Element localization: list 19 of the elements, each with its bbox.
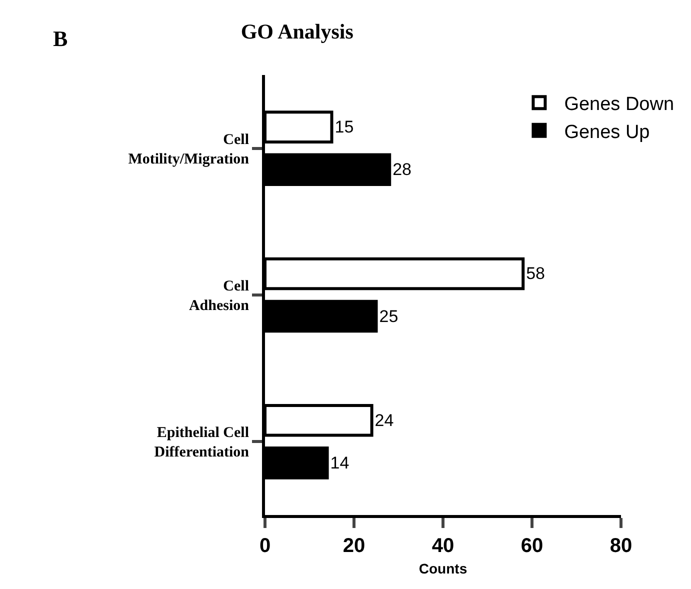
data-label: 14 xyxy=(330,453,350,472)
x-axis-title: Counts xyxy=(418,560,468,576)
x-tick-label: 60 xyxy=(520,535,544,557)
legend-label: Genes Up xyxy=(564,122,650,143)
legend-label: Genes Down xyxy=(564,94,674,116)
chart-title: GO Analysis xyxy=(240,19,354,44)
y-tick-label: Epithelial Cell Differentiation xyxy=(154,425,250,461)
text: B xyxy=(53,26,68,51)
data-label: 24 xyxy=(374,410,394,430)
x-tick-label: 80 xyxy=(610,535,632,557)
data-label: 25 xyxy=(379,306,398,326)
x-tick-label: 0 xyxy=(259,535,271,557)
data-label: 15 xyxy=(334,118,354,137)
x-tick-label: 40 xyxy=(432,535,454,557)
y-tick-label: Cell Adhesion xyxy=(188,278,250,314)
data-label: 28 xyxy=(392,160,412,180)
x-tick-label: 20 xyxy=(342,535,366,557)
y-tick-label: Cell Motility/Migration xyxy=(128,132,250,168)
data-label: 58 xyxy=(526,264,546,284)
